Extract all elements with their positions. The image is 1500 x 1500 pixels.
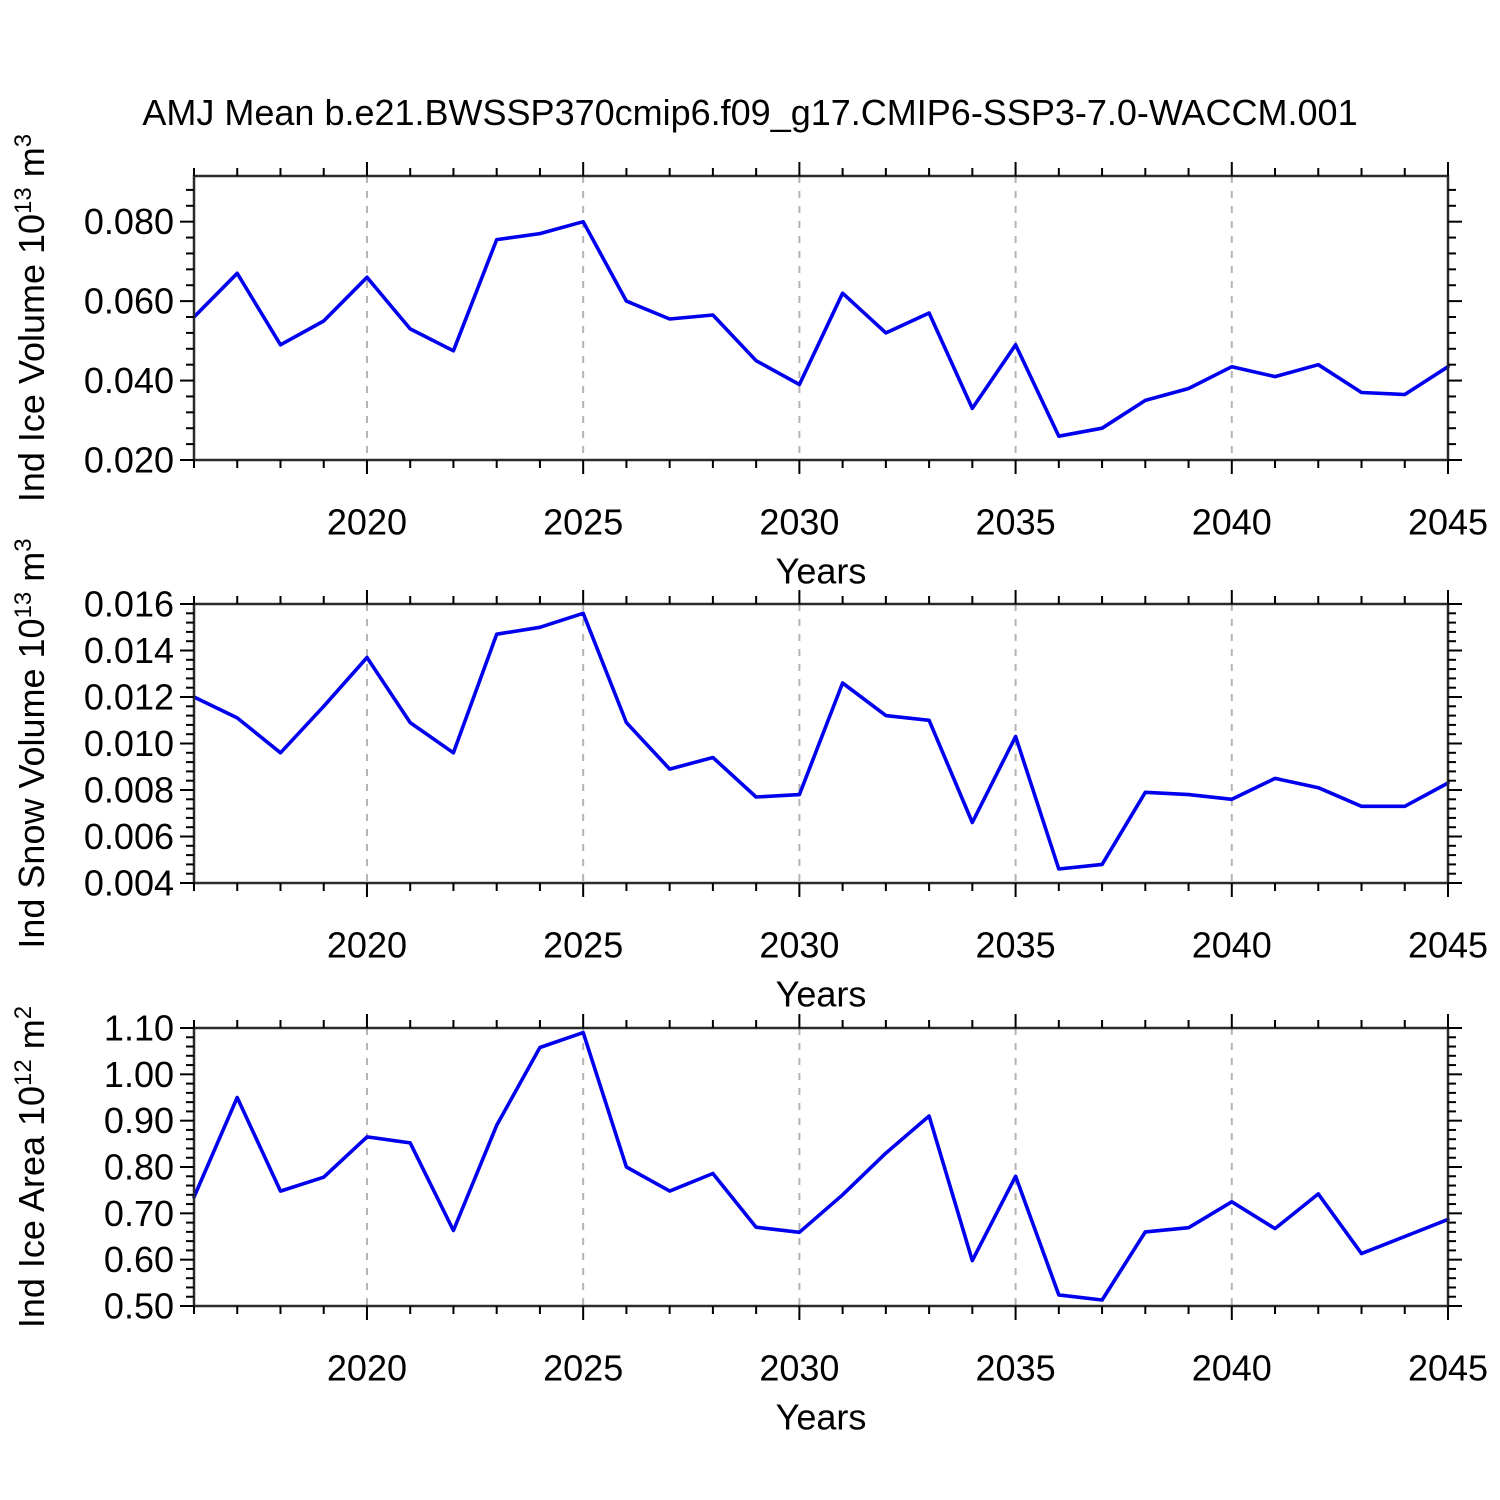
- x-tick-label: 2035: [976, 925, 1056, 966]
- y-tick-label: 0.040: [84, 360, 174, 401]
- x-tick-labels: 2020 2025 2030 2035 2040 2045: [327, 1348, 1488, 1389]
- y-tick-label: 0.004: [84, 863, 174, 904]
- tick-marks: [180, 590, 1462, 897]
- panel-ind-ice-volume: 0.020 0.040 0.060 0.080 2020 2025 2030 2035 2040…: [10, 134, 1488, 592]
- y-tick-label: 0.90: [104, 1100, 174, 1141]
- x-tick-label: 2025: [543, 1348, 623, 1389]
- tick-marks: [180, 1014, 1462, 1320]
- y-tick-label: 0.014: [84, 630, 174, 671]
- gridlines: [365, 1028, 1233, 1306]
- y-tick-labels: 0.020 0.040 0.060 0.080: [84, 201, 174, 480]
- series-line-ind-ice-area: [192, 1030, 1450, 1302]
- y-tick-label: 0.016: [84, 584, 174, 625]
- plot-border: [192, 1026, 1450, 1308]
- y-tick-label: 0.020: [84, 440, 174, 481]
- y-tick-label: 1.00: [104, 1054, 174, 1095]
- x-tick-label: 2020: [327, 1348, 407, 1389]
- y-tick-label: 0.008: [84, 770, 174, 811]
- x-tick-labels: 2020 2025 2030 2035 2040 2045: [327, 502, 1488, 543]
- y-tick-labels: 0.004 0.006 0.008 0.010 0.012 0.014 0.016: [84, 584, 174, 904]
- x-tick-label: 2040: [1192, 502, 1272, 543]
- series-line-ind-ice-volume: [192, 219, 1450, 439]
- y-tick-label: 0.060: [84, 281, 174, 322]
- x-axis-title: Years: [776, 551, 867, 592]
- x-tick-label: 2020: [327, 502, 407, 543]
- x-tick-label: 2025: [543, 925, 623, 966]
- tick-marks: [180, 162, 1462, 474]
- y-tick-label: 0.010: [84, 723, 174, 764]
- y-axis-title: Ind Ice Area 1012 m2: [10, 1006, 52, 1328]
- y-axis-title: Ind Snow Volume 1013 m3: [10, 538, 52, 948]
- y-tick-label: 0.50: [104, 1286, 174, 1327]
- x-tick-label: 2030: [759, 502, 839, 543]
- gridlines: [365, 604, 1233, 883]
- panel-ind-ice-area: 0.50 0.60 0.70 0.80 0.90 1.00 1.10 2020 2025 2030…: [10, 1006, 1488, 1438]
- x-tick-label: 2035: [976, 502, 1056, 543]
- y-tick-label: 0.60: [104, 1239, 174, 1280]
- x-axis-title: Years: [776, 974, 867, 1015]
- x-tick-labels: 2020 2025 2030 2035 2040 2045: [327, 925, 1488, 966]
- y-tick-label: 0.006: [84, 816, 174, 857]
- plot-border: [192, 174, 1450, 462]
- gridlines: [365, 176, 1233, 460]
- x-tick-label: 2030: [759, 1348, 839, 1389]
- y-tick-labels: 0.50 0.60 0.70 0.80 0.90 1.00 1.10: [104, 1008, 174, 1327]
- x-tick-label: 2045: [1408, 1348, 1488, 1389]
- x-tick-label: 2040: [1192, 925, 1272, 966]
- y-axis-title: Ind Ice Volume 1013 m3: [10, 134, 52, 502]
- y-tick-label: 0.080: [84, 201, 174, 242]
- y-tick-label: 0.012: [84, 677, 174, 718]
- x-tick-label: 2045: [1408, 925, 1488, 966]
- x-tick-label: 2020: [327, 925, 407, 966]
- x-tick-label: 2035: [976, 1348, 1056, 1389]
- y-tick-label: 1.10: [104, 1008, 174, 1049]
- y-tick-label: 0.80: [104, 1147, 174, 1188]
- series-line-ind-snow-volume: [192, 611, 1450, 871]
- y-tick-label: 0.70: [104, 1193, 174, 1234]
- x-tick-label: 2025: [543, 502, 623, 543]
- x-axis-title: Years: [776, 1397, 867, 1438]
- x-tick-label: 2030: [759, 925, 839, 966]
- x-tick-label: 2045: [1408, 502, 1488, 543]
- figure-title: AMJ Mean b.e21.BWSSP370cmip6.f09_g17.CMI…: [142, 92, 1358, 133]
- x-tick-label: 2040: [1192, 1348, 1272, 1389]
